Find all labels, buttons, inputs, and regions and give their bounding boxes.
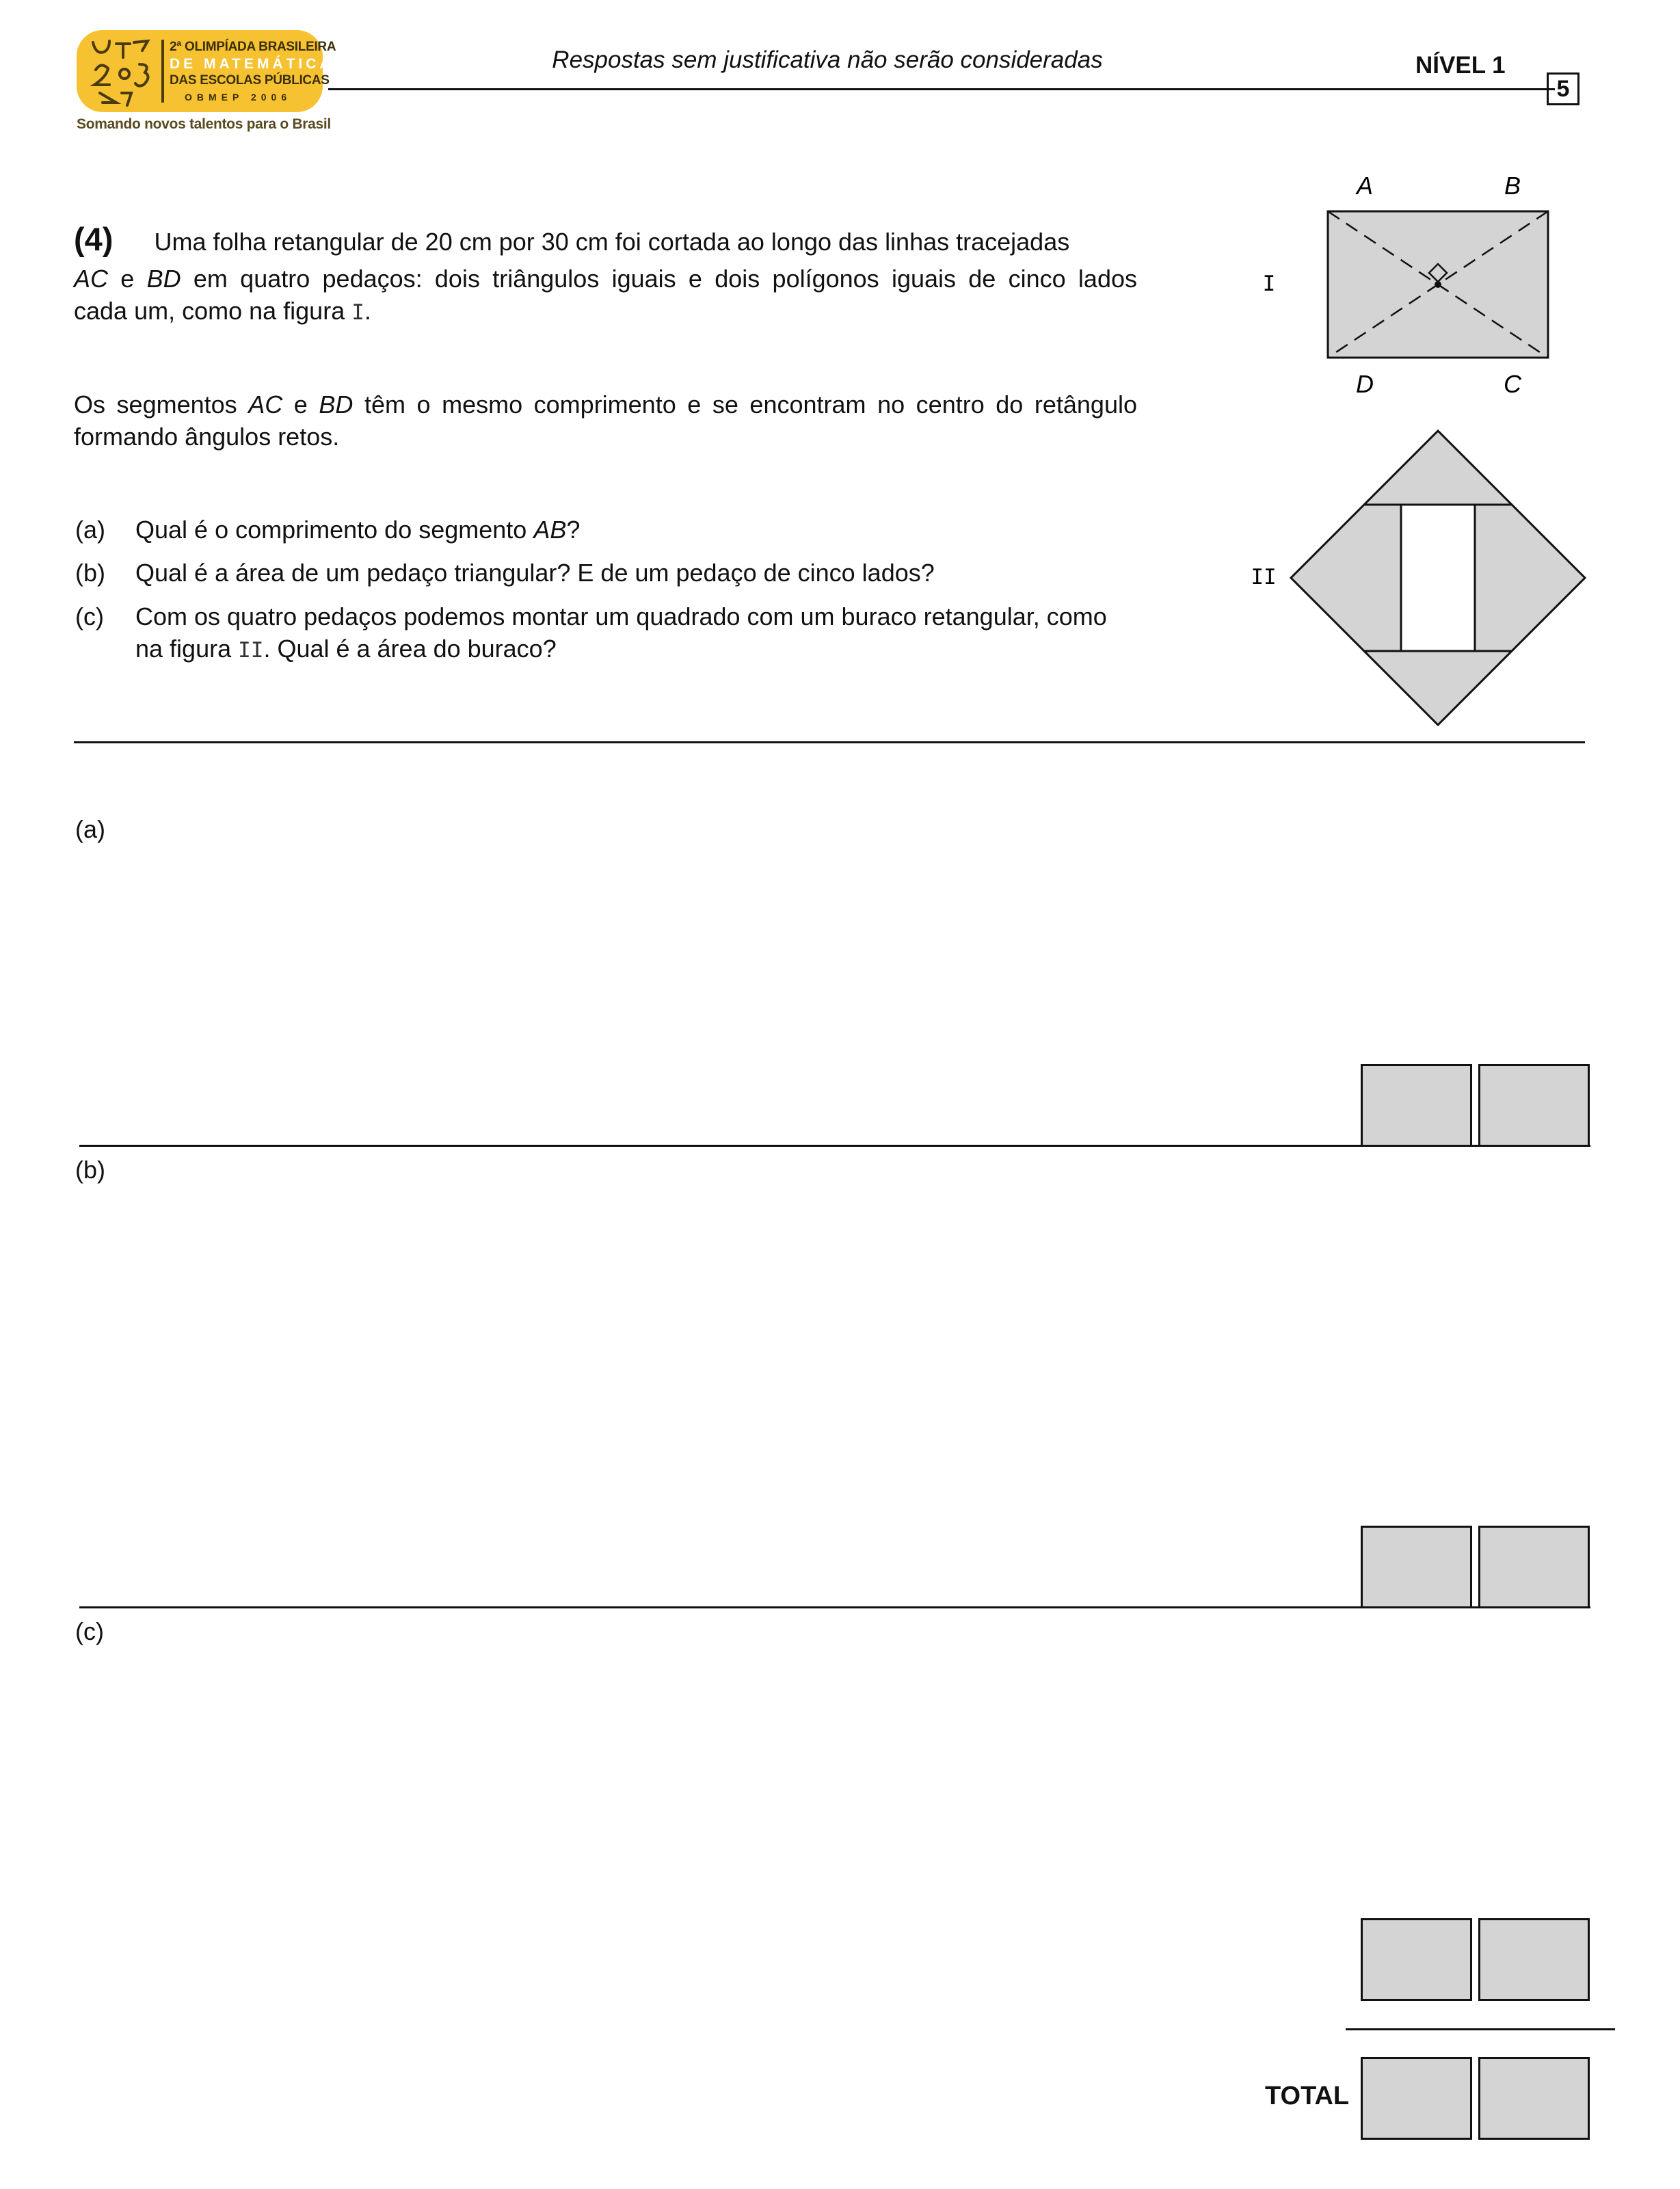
logo-line-3: DAS ESCOLAS PÚBLICAS bbox=[170, 73, 330, 88]
score-box-b-2 bbox=[1478, 1526, 1590, 1608]
logo-line-2: DE MATEMÁTICA bbox=[170, 56, 334, 72]
center-point bbox=[1435, 281, 1441, 288]
item-a-label: (a) bbox=[75, 516, 105, 544]
logo-numbers-icon bbox=[90, 39, 150, 107]
figure-2-square bbox=[1289, 429, 1587, 727]
logo-divider bbox=[161, 40, 164, 103]
score-box-a-1 bbox=[1361, 1064, 1472, 1147]
score-box-c-2 bbox=[1478, 1918, 1590, 2001]
answer-b-label: (b) bbox=[75, 1156, 105, 1184]
total-label: TOTAL bbox=[1265, 2082, 1350, 2110]
figure-2: II bbox=[1251, 429, 1587, 727]
answer-c-label: (c) bbox=[75, 1617, 104, 1645]
question-text-4: Os segmentos AC e BD têm o mesmo comprim… bbox=[74, 390, 1137, 419]
figure-1-rectangle bbox=[1326, 210, 1549, 359]
item-c-label: (c) bbox=[75, 602, 104, 631]
segment-ac bbox=[1327, 210, 1549, 359]
item-c-text-1: Com os quatro pedaços podemos montar um … bbox=[135, 602, 1107, 631]
logo-line-4: OBMEP 2006 bbox=[185, 92, 292, 103]
question-text-3-end: . bbox=[364, 297, 371, 325]
figure-2-label: II bbox=[1251, 565, 1276, 589]
item-a-segment: AB bbox=[533, 516, 567, 544]
point-c-label: C bbox=[1504, 370, 1522, 398]
item-b-text: Qual é a área de um pedaço triangular? E… bbox=[135, 559, 935, 587]
question-line-5: formando ângulos retos. bbox=[74, 423, 340, 451]
score-box-a-2 bbox=[1478, 1064, 1590, 1147]
point-b-label: B bbox=[1504, 172, 1521, 200]
question-divider bbox=[74, 741, 1585, 743]
item-c-text-2-end: . Qual é a área do buraco? bbox=[263, 635, 557, 663]
header-rule bbox=[328, 88, 1555, 90]
question-line-3: cada um, como na figura I. bbox=[74, 295, 371, 329]
answer-b-rule bbox=[79, 1606, 1590, 1608]
total-box-1 bbox=[1361, 2057, 1472, 2140]
total-box-2 bbox=[1478, 2057, 1590, 2140]
obmep-logo: 2ª OLIMPÍADA BRASILEIRA DE MATEMÁTICA DA… bbox=[77, 30, 336, 112]
question-line-1: (4) Uma folha retangular de 20 cm por 30 … bbox=[74, 223, 1137, 258]
question-line-4: Os segmentos AC e BD têm o mesmo comprim… bbox=[74, 388, 1137, 421]
question-text-2: AC e BD em quatro pedaços: dois triângul… bbox=[74, 265, 1137, 293]
question-number: (4) bbox=[74, 221, 114, 257]
point-a-label: A bbox=[1355, 172, 1373, 200]
figure-2-reference: II bbox=[238, 638, 264, 663]
figure-1: A B C D I bbox=[1263, 172, 1549, 398]
total-rule bbox=[1346, 2028, 1615, 2030]
answer-a-rule bbox=[79, 1145, 1590, 1147]
level-label: NÍVEL 1 bbox=[1415, 52, 1506, 79]
answer-a-label: (a) bbox=[75, 815, 105, 843]
item-a-text-end: ? bbox=[566, 516, 581, 544]
item-c-text-2: na figura II. Qual é a área do buraco? bbox=[135, 635, 557, 663]
logo-tagline: Somando novos talentos para o Brasil bbox=[77, 116, 331, 132]
item-c-text-2-start: na figura bbox=[135, 635, 239, 663]
item-a-text: Qual é o comprimento do segmento AB? bbox=[135, 516, 580, 544]
question-text-3: cada um, como na figura bbox=[74, 297, 352, 325]
item-b-label: (b) bbox=[75, 559, 105, 587]
figure-2-hole bbox=[1400, 503, 1476, 652]
point-d-label: D bbox=[1356, 370, 1374, 398]
logo-line-1: 2ª OLIMPÍADA BRASILEIRA bbox=[170, 40, 336, 54]
page-number: 5 bbox=[1547, 72, 1579, 105]
score-box-c-1 bbox=[1361, 1918, 1472, 2001]
figure-1-reference: I bbox=[351, 300, 364, 325]
right-angle-marker bbox=[1428, 263, 1448, 283]
header-note: Respostas sem justificativa não serão co… bbox=[552, 47, 1103, 73]
figure-1-label: I bbox=[1263, 271, 1276, 296]
segment-bd bbox=[1327, 210, 1549, 359]
question-line-2: AC e BD em quatro pedaços: dois triângul… bbox=[74, 263, 1137, 295]
question-text-1: Uma folha retangular de 20 cm por 30 cm … bbox=[154, 228, 1070, 256]
score-box-b-1 bbox=[1361, 1526, 1472, 1608]
item-a-text-main: Qual é o comprimento do segmento bbox=[135, 516, 534, 544]
